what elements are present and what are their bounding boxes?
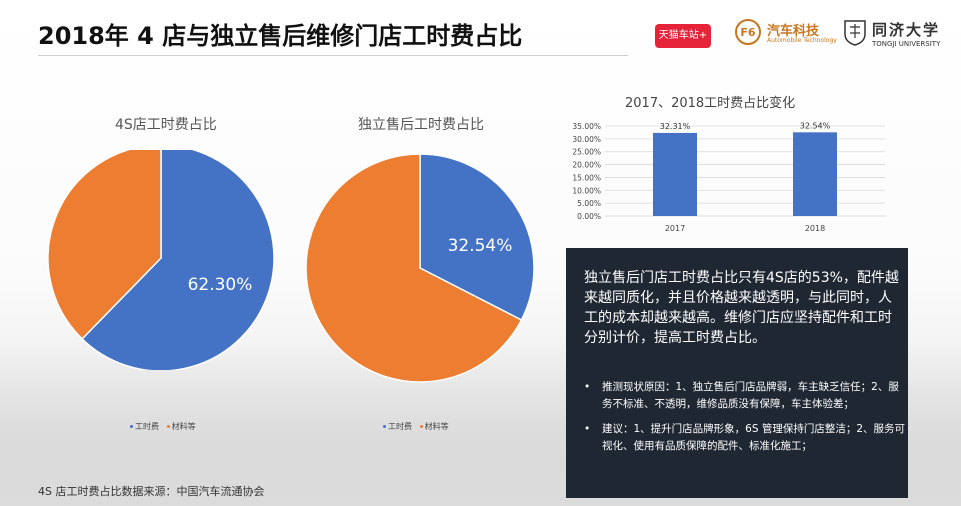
pie-independent-legend: 工时费 材料等 <box>383 421 449 432</box>
pie-chart-4s: 62.30% <box>47 150 275 370</box>
auto-tech-name: 汽车科技 <box>767 24 820 39</box>
pie-independent-title: 独立售后工时费占比 <box>358 117 484 133</box>
legend-label-labor: 工时费 <box>388 422 412 431</box>
insight-panel: 独立售后门店工时费占比只有4S店的53%，配件越来越同质化，并且价格越来越透明，… <box>566 248 908 498</box>
legend-swatch-material <box>166 425 170 428</box>
pie-slice-material <box>47 150 162 340</box>
bar-y-tick-label: 15.00% <box>572 173 601 182</box>
bar-y-tick-label: 25.00% <box>572 148 601 157</box>
legend-swatch-material <box>419 425 423 428</box>
bar-value-label: 32.31% <box>660 122 691 131</box>
tongji-name: 同济大学 <box>872 21 941 39</box>
bar-y-tick-label: 35.00% <box>572 122 601 131</box>
bar-y-tick-label: 30.00% <box>572 135 601 144</box>
legend-swatch-labor <box>383 425 386 428</box>
legend-label-material: 材料等 <box>171 422 196 431</box>
pie-slice-material <box>305 153 523 383</box>
pie-data-label: 62.30% <box>188 275 253 295</box>
bar-x-tick-label: 2017 <box>665 224 685 233</box>
auto-tech-logo-icon: F6 <box>735 19 761 45</box>
bar-y-tick-label: 10.00% <box>572 186 601 195</box>
bar-y-tick-label: 5.00% <box>577 199 601 208</box>
insight-bullets: 推测现状原因：1、独立售后门店品牌弱，车主缺乏信任；2、服务不标准、不透明，维修… <box>584 379 906 463</box>
tmall-logo: 天猫车站+ <box>655 24 711 48</box>
bar-y-tick-label: 20.00% <box>572 161 601 170</box>
bar-2017 <box>653 132 697 216</box>
bar-x-tick-label: 2018 <box>805 224 825 233</box>
pie-slice-labor <box>81 150 275 370</box>
pie-slice-labor <box>419 153 535 322</box>
bar-chart-title: 2017、2018工时费占比变化 <box>625 96 796 111</box>
insight-bullet-reason: 推测现状原因：1、独立售后门店品牌弱，车主缺乏信任；2、服务不标准、不透明，维修… <box>584 379 906 413</box>
svg-text:F6: F6 <box>740 26 756 39</box>
pie-4s-legend: 工时费 材料等 <box>130 421 196 432</box>
pie-data-label: 32.54% <box>448 236 513 256</box>
data-source-note: 4S 店工时费占比数据来源：中国汽车流通协会 <box>38 485 265 498</box>
page-title: 2018年 4 店与独立售后维修门店工时费占比 <box>38 22 523 50</box>
tongji-subtitle: TONGJI UNIVERSITY <box>872 40 941 48</box>
bar-y-tick-label: 0.00% <box>577 212 601 221</box>
bar-chart-yearly: 0.00% 5.00% 10.00% 15.00% 20.00% 25.00% 30.00%… <box>572 121 885 233</box>
title-divider <box>38 55 628 56</box>
legend-swatch-labor <box>130 425 133 428</box>
legend-label-labor: 工时费 <box>135 422 159 431</box>
pie-4s-title: 4S店工时费占比 <box>115 117 217 133</box>
insight-bullet-suggestion: 建议：1、提升门店品牌形象，6S 管理保持门店整洁；2、服务可视化、使用有品质保… <box>584 421 906 455</box>
legend-label-material: 材料等 <box>424 422 449 431</box>
auto-tech-subtitle: Automobile Technology <box>767 37 837 44</box>
insight-main-text: 独立售后门店工时费占比只有4S店的53%，配件越来越同质化，并且价格越来越透明，… <box>584 270 899 346</box>
bar-value-label: 32.54% <box>800 121 831 130</box>
pie-chart-independent: 32.54% <box>305 153 535 383</box>
bar-2018 <box>793 132 837 216</box>
tongji-emblem-icon <box>844 20 866 46</box>
